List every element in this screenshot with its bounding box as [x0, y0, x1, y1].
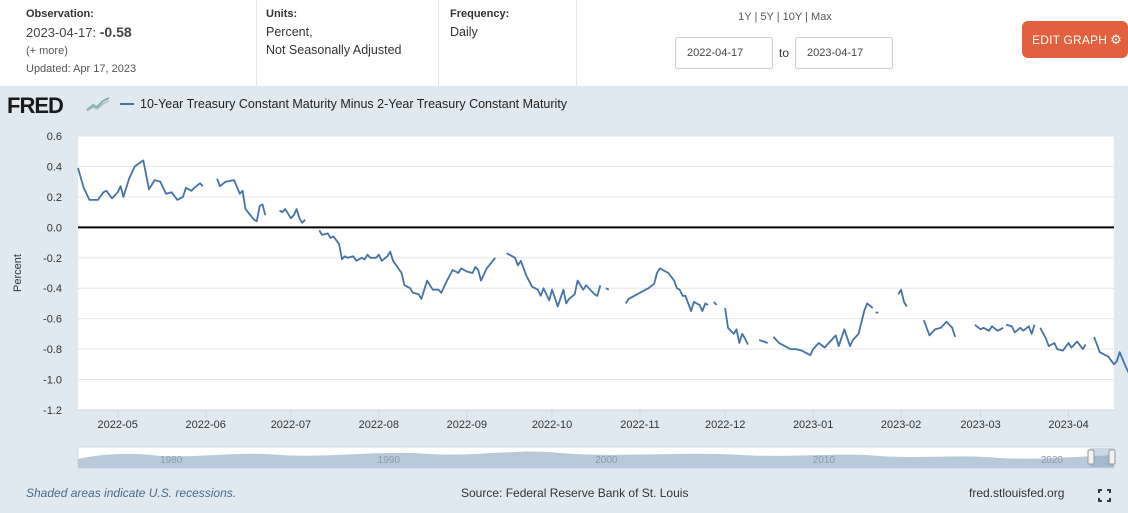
y-axis-label: Percent	[12, 254, 24, 292]
range-10y-button[interactable]: 10Y	[782, 11, 803, 23]
y-tick-label: 0.2	[47, 192, 62, 204]
series-segment	[506, 252, 602, 308]
units-value-1: Percent,	[266, 25, 313, 39]
series-segment	[1093, 336, 1128, 374]
header-divider	[438, 0, 439, 86]
range-1y-button[interactable]: 1Y	[738, 11, 752, 23]
range-separator: |	[805, 11, 808, 23]
frequency-block: Frequency: Daily	[450, 5, 570, 41]
observation-label: Observation:	[26, 8, 94, 20]
series-segment	[318, 229, 496, 300]
navigator-right-handle[interactable]	[1108, 449, 1116, 465]
more-observations-link[interactable]: (+ more)	[26, 45, 68, 57]
series-segment	[724, 307, 749, 345]
navigator-year-label: 2010	[813, 455, 836, 466]
series-segment	[605, 287, 610, 291]
range-navigator[interactable]: 1980 1990 2000 2010 2020	[77, 446, 1116, 469]
observation-block: Observation: 2023-04-17: -0.58 (+ more) …	[26, 5, 254, 78]
y-tick-label: 0.6	[47, 131, 62, 143]
series-segment	[974, 324, 1004, 332]
series-segment	[772, 302, 874, 357]
x-tick-label: 2022-12	[705, 419, 745, 431]
series-segment	[922, 319, 956, 338]
x-tick-label: 2023-01	[793, 419, 833, 431]
series-segment	[77, 159, 204, 201]
edit-graph-button[interactable]: EDIT GRAPH ⚙	[1022, 21, 1128, 58]
y-tick-label: 0.4	[47, 161, 62, 173]
fullscreen-icon[interactable]	[1098, 489, 1111, 502]
navigator-series	[78, 451, 1114, 468]
x-axis-ticks: 2022-05 2022-06 2022-07 2022-08 2022-09 2022-…	[78, 409, 1114, 431]
series-segment	[1039, 327, 1087, 352]
edit-graph-label: EDIT GRAPH	[1032, 33, 1108, 47]
navigator-selection[interactable]	[1090, 448, 1114, 467]
observation-value-line: 2023-04-17: -0.58	[26, 23, 254, 42]
gear-icon: ⚙	[1110, 32, 1122, 47]
range-separator: |	[776, 11, 780, 23]
y-tick-label: 0.0	[47, 222, 62, 234]
frequency-label: Frequency:	[450, 8, 510, 20]
series-header: Observation: 2023-04-17: -0.58 (+ more) …	[0, 0, 1128, 87]
fred-logo[interactable]: FRED	[7, 93, 64, 118]
line-chart: 0.6 0.4 0.2 0.0 -0.2 -0.4 -0.6 -0.8 -1.0 -1.2 202…	[12, 131, 1128, 469]
y-tick-label: -0.8	[43, 344, 62, 356]
units-block: Units: Percent, Not Seasonally Adjusted	[266, 5, 436, 59]
x-tick-label: 2023-04	[1048, 419, 1088, 431]
y-tick-label: -0.6	[43, 314, 62, 326]
date-to-label: to	[779, 46, 790, 60]
updated-date: Updated: Apr 17, 2023	[26, 63, 137, 75]
navigator-year-label: 1990	[378, 455, 401, 466]
chart-legend: 10-Year Treasury Constant Maturity Minus…	[120, 97, 567, 111]
fred-logo-chart-icon	[86, 96, 110, 112]
frequency-value: Daily	[450, 25, 478, 39]
plot-area	[78, 136, 1114, 410]
series-line[interactable]	[77, 159, 1128, 390]
site-link[interactable]: fred.stlouisfed.org	[969, 486, 1065, 500]
x-tick-label: 2022-10	[532, 419, 572, 431]
units-label: Units:	[266, 8, 298, 20]
units-value-2: Not Seasonally Adjusted	[266, 43, 402, 57]
x-tick-label: 2022-09	[447, 419, 487, 431]
header-divider	[256, 0, 257, 86]
header-divider	[576, 0, 577, 86]
series-segment	[713, 301, 718, 306]
x-tick-label: 2022-05	[98, 419, 138, 431]
x-tick-label: 2022-08	[359, 419, 399, 431]
end-date-input[interactable]: 2023-04-17	[795, 37, 893, 69]
range-5y-button[interactable]: 5Y	[760, 11, 774, 23]
series-segment	[625, 267, 709, 313]
legend-swatch	[120, 102, 134, 105]
series-segment	[758, 339, 768, 344]
navigator-year-label: 1980	[160, 455, 183, 466]
observation-date: 2023-04-17:	[26, 25, 97, 40]
navigator-year-label: 2000	[595, 455, 618, 466]
navigator-year-label: 2020	[1041, 455, 1064, 466]
date-range-selector: 1Y | 5Y | 10Y | Max	[700, 11, 870, 23]
x-tick-label: 2022-11	[620, 419, 660, 431]
y-axis-ticks: 0.6 0.4 0.2 0.0 -0.2 -0.4 -0.6 -0.8 -1.0 -1.2	[43, 131, 62, 417]
navigator-left-handle[interactable]	[1087, 449, 1095, 465]
recession-note: Shaded areas indicate U.S. recessions.	[26, 486, 237, 500]
x-tick-label: 2023-03	[960, 419, 1000, 431]
series-segment	[897, 288, 908, 307]
source-note[interactable]: Source: Federal Reserve Bank of St. Loui…	[461, 486, 689, 500]
x-tick-label: 2022-07	[271, 419, 311, 431]
series-segment	[1005, 323, 1036, 335]
navigator-axis: 1980 1990 2000 2010 2020	[160, 455, 1063, 466]
range-separator: |	[754, 11, 758, 23]
series-segment	[216, 178, 267, 223]
y-tick-label: -1.2	[43, 405, 62, 417]
start-date-input[interactable]: 2022-04-17	[675, 37, 773, 69]
x-tick-label: 2022-06	[186, 419, 226, 431]
y-tick-label: -1.0	[43, 375, 62, 387]
legend-series-label: 10-Year Treasury Constant Maturity Minus…	[140, 97, 568, 111]
y-tick-label: -0.4	[43, 283, 62, 295]
x-tick-label: 2023-02	[881, 419, 921, 431]
series-segment	[279, 208, 306, 224]
range-max-button[interactable]: Max	[811, 11, 832, 23]
y-tick-label: -0.2	[43, 253, 62, 265]
observation-value: -0.58	[99, 24, 132, 40]
